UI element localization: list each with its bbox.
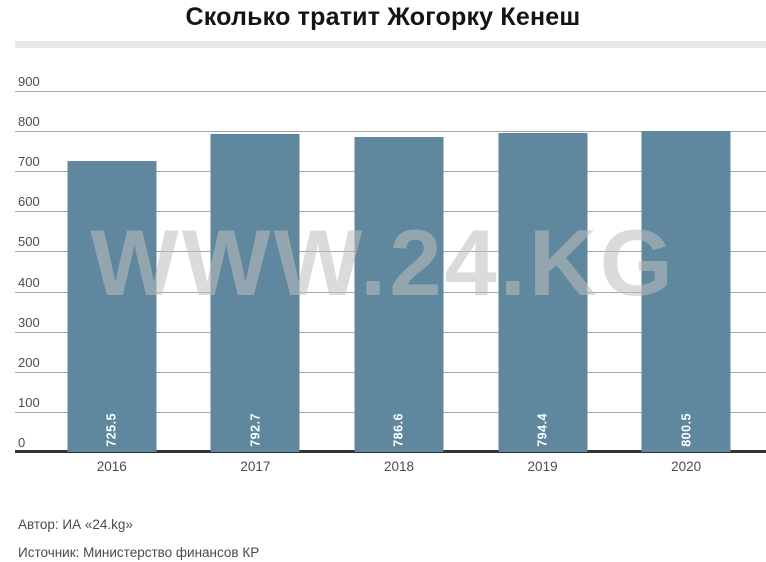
title-divider-bar <box>15 41 766 48</box>
y-axis-tick-label: 600 <box>18 194 40 210</box>
y-axis-tick-label: 400 <box>18 274 40 290</box>
x-axis-tick-label: 2020 <box>671 459 702 474</box>
bar-value-label: 786.6 <box>391 413 406 447</box>
x-axis-tick-labels: 2016 2017 2018 2019 2020 <box>40 459 758 474</box>
bar-slot: 794.4 <box>471 91 615 452</box>
source-credit: Источник: Министерство финансов КР <box>18 545 260 560</box>
gridline <box>15 131 766 133</box>
bar-value-label: 725.5 <box>104 413 119 447</box>
y-axis-tick-label: 500 <box>18 234 40 250</box>
y-axis-tick-label: 900 <box>18 73 40 89</box>
y-axis-tick-label: 200 <box>18 354 40 370</box>
x-axis-tick-label: 2018 <box>383 459 414 474</box>
y-axis-tick-label: 700 <box>18 153 40 169</box>
bar-slot: 792.7 <box>184 91 328 452</box>
bar-slot: 725.5 <box>40 91 184 452</box>
bar-value-label: 792.7 <box>248 413 263 447</box>
bar-2019: 794.4 <box>498 133 588 452</box>
bar-value-label: 800.5 <box>679 413 694 447</box>
x-axis-tick-label: 2016 <box>96 459 127 474</box>
bar-2016: 725.5 <box>67 161 157 452</box>
bar-slot: 786.6 <box>327 91 471 452</box>
bar-2018: 786.6 <box>354 136 444 452</box>
y-axis-tick-label: 300 <box>18 314 40 330</box>
plot-area: 900 800 700 600 500 400 300 200 100 0 725.5 792.7 7… <box>15 74 766 453</box>
gridline <box>15 91 766 92</box>
author-credit: Автор: ИА «24.kg» <box>18 517 133 532</box>
y-axis-tick-label: 0 <box>18 434 26 450</box>
chart-title: Сколько тратит Жогорку Кенеш <box>185 3 581 31</box>
y-axis-tick-label: 100 <box>18 394 40 410</box>
bar-slot: 800.5 <box>614 91 758 452</box>
x-axis-tick-label: 2019 <box>527 459 558 474</box>
bar-2020: 800.5 <box>641 130 731 452</box>
x-axis-tick-label: 2017 <box>240 459 271 474</box>
bar-value-label: 794.4 <box>535 413 550 447</box>
bars-layer: 725.5 792.7 786.6 794.4 800.5 <box>40 91 758 452</box>
y-axis-tick-label: 800 <box>18 113 40 129</box>
bar-2017: 792.7 <box>210 134 300 452</box>
